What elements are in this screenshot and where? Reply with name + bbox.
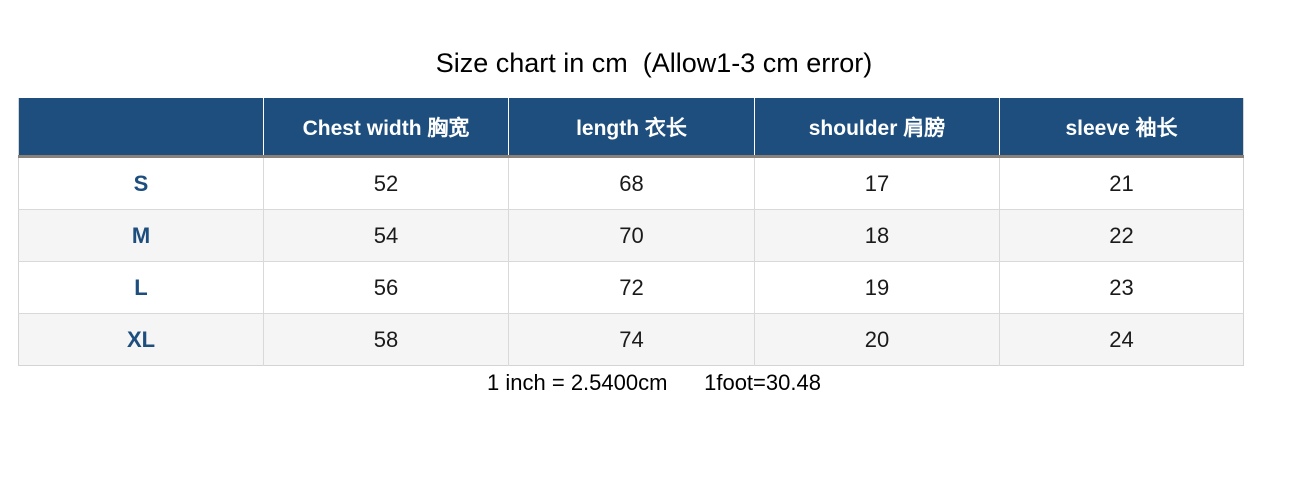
column-header-chest-width: Chest width 胸宽	[263, 98, 509, 158]
cell-sleeve: 21	[999, 156, 1244, 210]
cell-size: M	[18, 209, 264, 262]
column-header-sleeve: sleeve 袖长	[999, 98, 1244, 158]
cell-sleeve: 23	[999, 261, 1244, 314]
table-header-row: Chest width 胸宽 length 衣长 shoulder 肩膀 sle…	[18, 98, 1244, 158]
table-row: L 56 72 19 23	[18, 261, 1244, 314]
cell-length: 70	[508, 209, 755, 262]
conversion-note: 1 inch = 2.5400cm 1foot=30.48	[487, 370, 821, 395]
cell-chest-width: 52	[263, 156, 509, 210]
page-title: Size chart in cm (Allow1-3 cm error)	[435, 48, 873, 78]
column-header-length: length 衣长	[508, 98, 755, 158]
table-body: S 52 68 17 21 M 54 70 18 22 L 56 72	[18, 156, 1244, 366]
cell-chest-width: 54	[263, 209, 509, 262]
cell-shoulder: 17	[754, 156, 1000, 210]
table-header: Chest width 胸宽 length 衣长 shoulder 肩膀 sle…	[18, 98, 1244, 158]
cell-size: L	[18, 261, 264, 314]
cell-sleeve: 24	[999, 313, 1244, 366]
cell-shoulder: 20	[754, 313, 1000, 366]
cell-length: 68	[508, 156, 755, 210]
column-header-size	[18, 98, 264, 158]
cell-shoulder: 19	[754, 261, 1000, 314]
size-chart-table-container: Chest width 胸宽 length 衣长 shoulder 肩膀 sle…	[18, 98, 1244, 366]
column-header-shoulder: shoulder 肩膀	[754, 98, 1000, 158]
size-chart-table: Chest width 胸宽 length 衣长 shoulder 肩膀 sle…	[18, 98, 1244, 366]
table-row: XL 58 74 20 24	[18, 313, 1244, 366]
table-row: S 52 68 17 21	[18, 156, 1244, 210]
cell-chest-width: 56	[263, 261, 509, 314]
cell-length: 72	[508, 261, 755, 314]
cell-sleeve: 22	[999, 209, 1244, 262]
cell-chest-width: 58	[263, 313, 509, 366]
cell-length: 74	[508, 313, 755, 366]
table-row: M 54 70 18 22	[18, 209, 1244, 262]
cell-size: XL	[18, 313, 264, 366]
cell-size: S	[18, 156, 264, 210]
cell-shoulder: 18	[754, 209, 1000, 262]
